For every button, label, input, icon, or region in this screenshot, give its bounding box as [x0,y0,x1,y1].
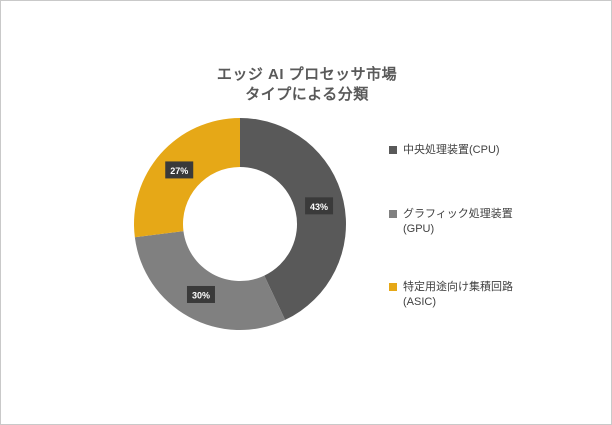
chart-title-line2: タイプによる分類 [245,86,369,103]
legend-marker-cpu-icon [389,146,397,154]
legend-marker-asic-icon [389,283,397,291]
legend-item-gpu: グラフィック処理装置 (GPU) [389,207,535,237]
data-label-1: 30% [192,290,210,300]
donut-slice-1 [134,231,286,330]
legend-label-asic: 特定用途向け集積回路 (ASIC) [403,281,513,308]
donut-slice-0 [240,118,346,320]
legend-marker-gpu-icon [389,210,397,218]
legend-item-asic: 特定用途向け集積回路 (ASIC) [389,280,535,310]
donut-svg: 43% 30% 27% [134,118,346,330]
data-label-0: 43% [310,202,328,212]
chart-title-line1: エッジ AI プロセッサ市場 [216,66,398,83]
legend-label-cpu: 中央処理装置(CPU) [403,144,500,156]
legend: 中央処理装置(CPU) グラフィック処理装置 (GPU) 特定用途向け集積回路 … [389,1,559,424]
data-label-box-0 [305,197,334,215]
chart-title: エッジ AI プロセッサ市場 タイプによる分類 [107,65,507,105]
legend-label-gpu: グラフィック処理装置 (GPU) [403,208,513,235]
data-label-box-2 [165,161,194,179]
data-label-box-1 [186,285,215,303]
legend-item-cpu: 中央処理装置(CPU) [389,143,535,158]
data-label-2: 27% [170,166,188,176]
donut-chart: 43% 30% 27% [110,94,370,354]
